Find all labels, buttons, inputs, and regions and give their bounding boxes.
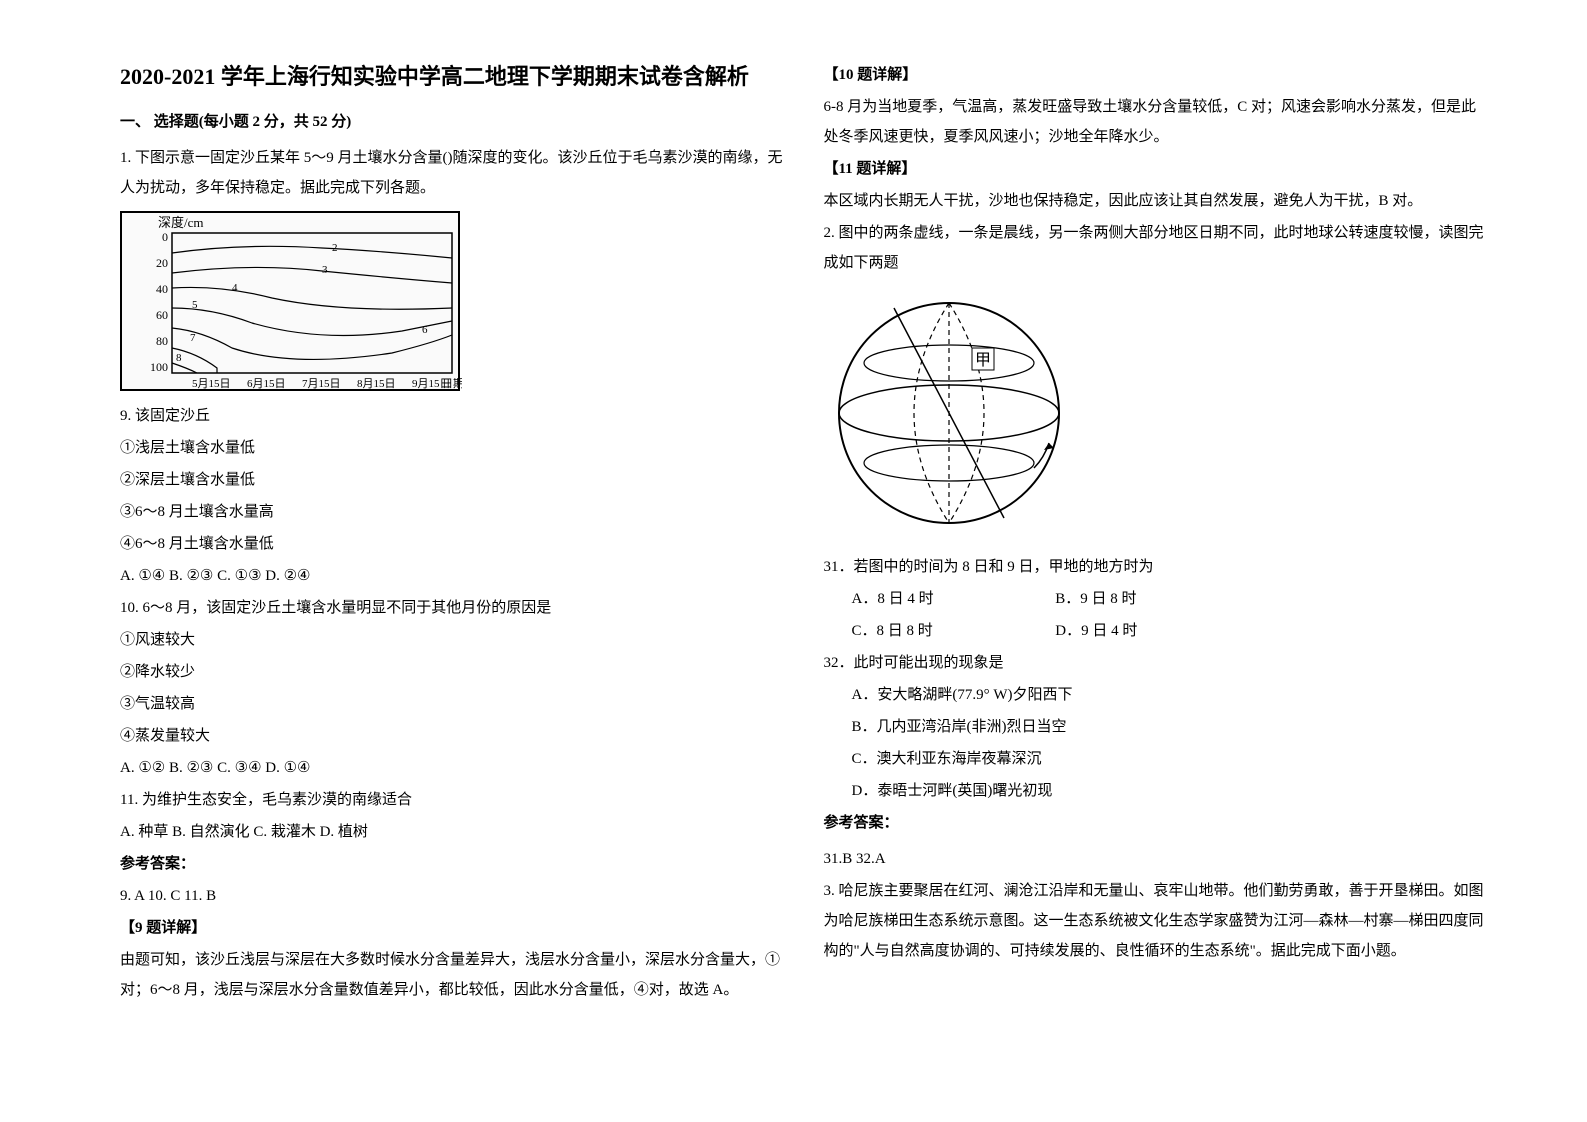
globe-svg: 甲 bbox=[824, 288, 1074, 538]
contour-8 bbox=[172, 363, 197, 373]
q32-opt-a: A．安大略湖畔(77.9° W)夕阳西下 bbox=[852, 680, 1488, 710]
q31-opt-c: C．8 日 8 时 bbox=[852, 616, 1052, 646]
meridian-2 bbox=[949, 303, 984, 523]
q1-intro: 1. 下图示意一固定沙丘某年 5～9 月土壤水分含量()随深度的变化。该沙丘位于… bbox=[120, 143, 784, 203]
q10-stem: 10. 6～8 月，该固定沙丘土壤含水量明显不同于其他月份的原因是 bbox=[120, 593, 784, 623]
left-column: 2020-2021 学年上海行知实验中学高二地理下学期期末试卷含解析 一、 选择… bbox=[100, 60, 804, 1082]
q9-stem: 9. 该固定沙丘 bbox=[120, 401, 784, 431]
contour-label-2: 2 bbox=[332, 242, 338, 254]
contour-label-3: 3 bbox=[322, 264, 328, 276]
contour-label-4: 4 bbox=[232, 282, 238, 294]
q31-opt-d: D．9 日 4 时 bbox=[1055, 623, 1137, 639]
q10-s2: ②降水较少 bbox=[120, 657, 784, 687]
q32-opt-c: C．澳大利亚东海岸夜幕深沉 bbox=[852, 744, 1488, 774]
detail-9-label: 【9 题详解】 bbox=[120, 913, 784, 943]
detail-10-text: 6-8 月为当地夏季，气温高，蒸发旺盛导致土壤水分含量较低，C 对；风速会影响水… bbox=[824, 92, 1488, 152]
y-tick-2: 40 bbox=[156, 282, 168, 296]
q31-stem: 31．若图中的时间为 8 日和 9 日，甲地的地方时为 bbox=[824, 552, 1488, 582]
globe-diagram: 甲 bbox=[824, 288, 1074, 538]
q9-s2: ②深层土壤含水量低 bbox=[120, 465, 784, 495]
y-tick-1: 20 bbox=[156, 256, 168, 270]
contour-label-6: 6 bbox=[422, 324, 428, 336]
y-tick-5: 100 bbox=[150, 360, 168, 374]
x-tick-2: 7月15日 bbox=[302, 378, 341, 390]
detail-11-label: 【11 题详解】 bbox=[824, 154, 1488, 184]
x-tick-0: 5月15日 bbox=[192, 378, 231, 390]
q2-intro: 2. 图中的两条虚线，一条是晨线，另一条两侧大部分地区日期不同，此时地球公转速度… bbox=[824, 218, 1488, 278]
contour-2 bbox=[172, 246, 452, 258]
x-tick-3: 8月15日 bbox=[357, 378, 396, 390]
x-tick-1: 6月15日 bbox=[247, 378, 286, 390]
answers-2: 31.B 32.A bbox=[824, 844, 1488, 874]
meridian-1 bbox=[914, 303, 949, 523]
y-tick-4: 80 bbox=[156, 334, 168, 348]
y-tick-0: 0 bbox=[162, 230, 168, 244]
q32-opt-b: B．几内亚湾沿岸(非洲)烈日当空 bbox=[852, 712, 1488, 742]
exam-title: 2020-2021 学年上海行知实验中学高二地理下学期期末试卷含解析 bbox=[120, 60, 784, 93]
contour-label-7: 7 bbox=[190, 332, 196, 344]
section-1-header: 一、 选择题(每小题 2 分，共 52 分) bbox=[120, 107, 784, 137]
detail-10-label: 【10 题详解】 bbox=[824, 60, 1488, 90]
q10-options: A. ①② B. ②③ C. ③④ D. ①④ bbox=[120, 753, 784, 783]
contour-4 bbox=[172, 287, 452, 309]
q31-row1: A．8 日 4 时 B．9 日 8 时 bbox=[852, 584, 1488, 614]
answers-label-2: 参考答案： bbox=[824, 808, 1488, 838]
q32-opt-d: D．泰晤士河畔(英国)曙光初现 bbox=[852, 776, 1488, 806]
q9-options: A. ①④ B. ②③ C. ①③ D. ②④ bbox=[120, 561, 784, 591]
answers-label-1: 参考答案： bbox=[120, 849, 784, 879]
detail-11-text: 本区域内长期无人干扰，沙地也保持稳定，因此应该让其自然发展，避免人为干扰，B 对… bbox=[824, 186, 1488, 216]
q31-row2: C．8 日 8 时 D．9 日 4 时 bbox=[852, 616, 1488, 646]
soil-moisture-chart: 深度/cm 0 20 40 60 80 100 2 3 4 5 6 7 8 bbox=[120, 211, 460, 391]
q9-s4: ④6～8 月土壤含水量低 bbox=[120, 529, 784, 559]
contour-5 bbox=[172, 308, 452, 336]
q9-s1: ①浅层土壤含水量低 bbox=[120, 433, 784, 463]
globe-label: 甲 bbox=[975, 352, 991, 369]
q32-stem: 32．此时可能出现的现象是 bbox=[824, 648, 1488, 678]
chart-svg: 深度/cm 0 20 40 60 80 100 2 3 4 5 6 7 8 bbox=[122, 213, 462, 393]
x-axis-suffix: 日期 bbox=[442, 377, 462, 390]
q11-options: A. 种草 B. 自然演化 C. 栽灌木 D. 植树 bbox=[120, 817, 784, 847]
y-axis-label: 深度/cm bbox=[158, 215, 204, 230]
q3-intro: 3. 哈尼族主要聚居在红河、澜沧江沿岸和无量山、哀牢山地带。他们勤劳勇敢，善于开… bbox=[824, 876, 1488, 966]
q9-s3: ③6～8 月土壤含水量高 bbox=[120, 497, 784, 527]
q31-opt-a: A．8 日 4 时 bbox=[852, 584, 1052, 614]
q10-s1: ①风速较大 bbox=[120, 625, 784, 655]
answers-1: 9. A 10. C 11. B bbox=[120, 881, 784, 911]
contour-label-8: 8 bbox=[176, 352, 182, 364]
q31-opt-b: B．9 日 8 时 bbox=[1055, 591, 1136, 607]
detail-9-text: 由题可知，该沙丘浅层与深层在大多数时候水分含量差异大，浅层水分含量小，深层水分含… bbox=[120, 945, 784, 1005]
contour-6 bbox=[172, 328, 452, 359]
right-column: 【10 题详解】 6-8 月为当地夏季，气温高，蒸发旺盛导致土壤水分含量较低，C… bbox=[804, 60, 1508, 1082]
q10-s3: ③气温较高 bbox=[120, 689, 784, 719]
q11-stem: 11. 为维护生态安全，毛乌素沙漠的南缘适合 bbox=[120, 785, 784, 815]
q10-s4: ④蒸发量较大 bbox=[120, 721, 784, 751]
y-tick-3: 60 bbox=[156, 308, 168, 322]
contour-3 bbox=[172, 267, 452, 283]
contour-label-5: 5 bbox=[192, 299, 198, 311]
